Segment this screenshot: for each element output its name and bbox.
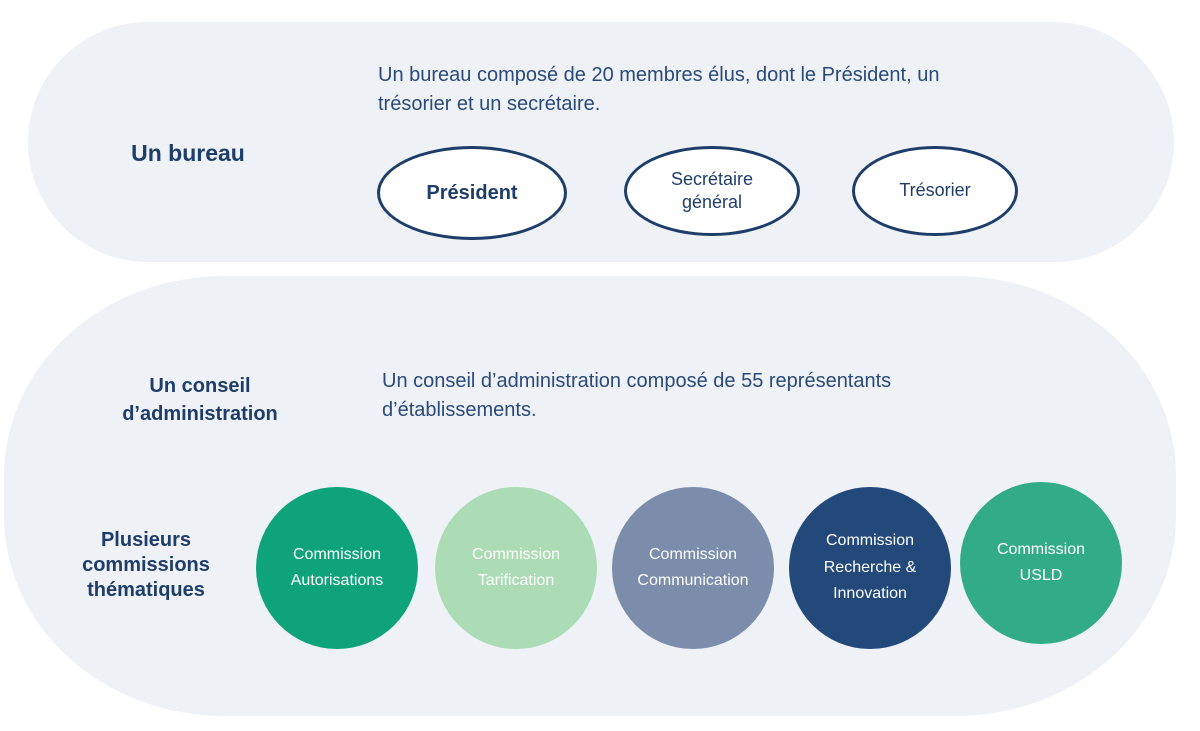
- bureau-description: Un bureau composé de 20 membres élus, do…: [378, 64, 940, 115]
- commission-communication: Commission Communication: [612, 487, 774, 649]
- conseil-heading: Un conseil d’administration: [122, 375, 278, 425]
- commission-usld: Commission USLD: [960, 482, 1122, 644]
- commission-autorisations-label: Commission Autorisations: [290, 545, 384, 589]
- commission-tarification: Commission Tarification: [435, 487, 597, 649]
- commissions-heading: Plusieurs commissions thématiques: [82, 529, 210, 601]
- role-tresorier: Trésorier: [852, 146, 1018, 236]
- commission-tarification-label: Commission Tarification: [471, 545, 560, 589]
- role-secretaire-general: Secrétaire général: [624, 146, 800, 236]
- role-president-label: Président: [426, 182, 518, 204]
- commission-usld-label: Commission USLD: [996, 540, 1085, 584]
- commission-recherche-label: Commission Recherche & Innovation: [823, 532, 917, 603]
- role-tresorier-label: Trésorier: [899, 180, 971, 201]
- commission-recherche-innovation: Commission Recherche & Innovation: [789, 487, 951, 649]
- conseil-description: Un conseil d’administration composé de 5…: [382, 370, 892, 421]
- commission-autorisations: Commission Autorisations: [256, 487, 418, 649]
- conseil-panel: [4, 276, 1176, 716]
- role-president: Président: [377, 146, 567, 240]
- role-secretaire-label: Secrétaire général: [670, 168, 754, 212]
- commission-communication-label: Commission Communication: [637, 545, 749, 589]
- bureau-heading: Un bureau: [131, 140, 245, 166]
